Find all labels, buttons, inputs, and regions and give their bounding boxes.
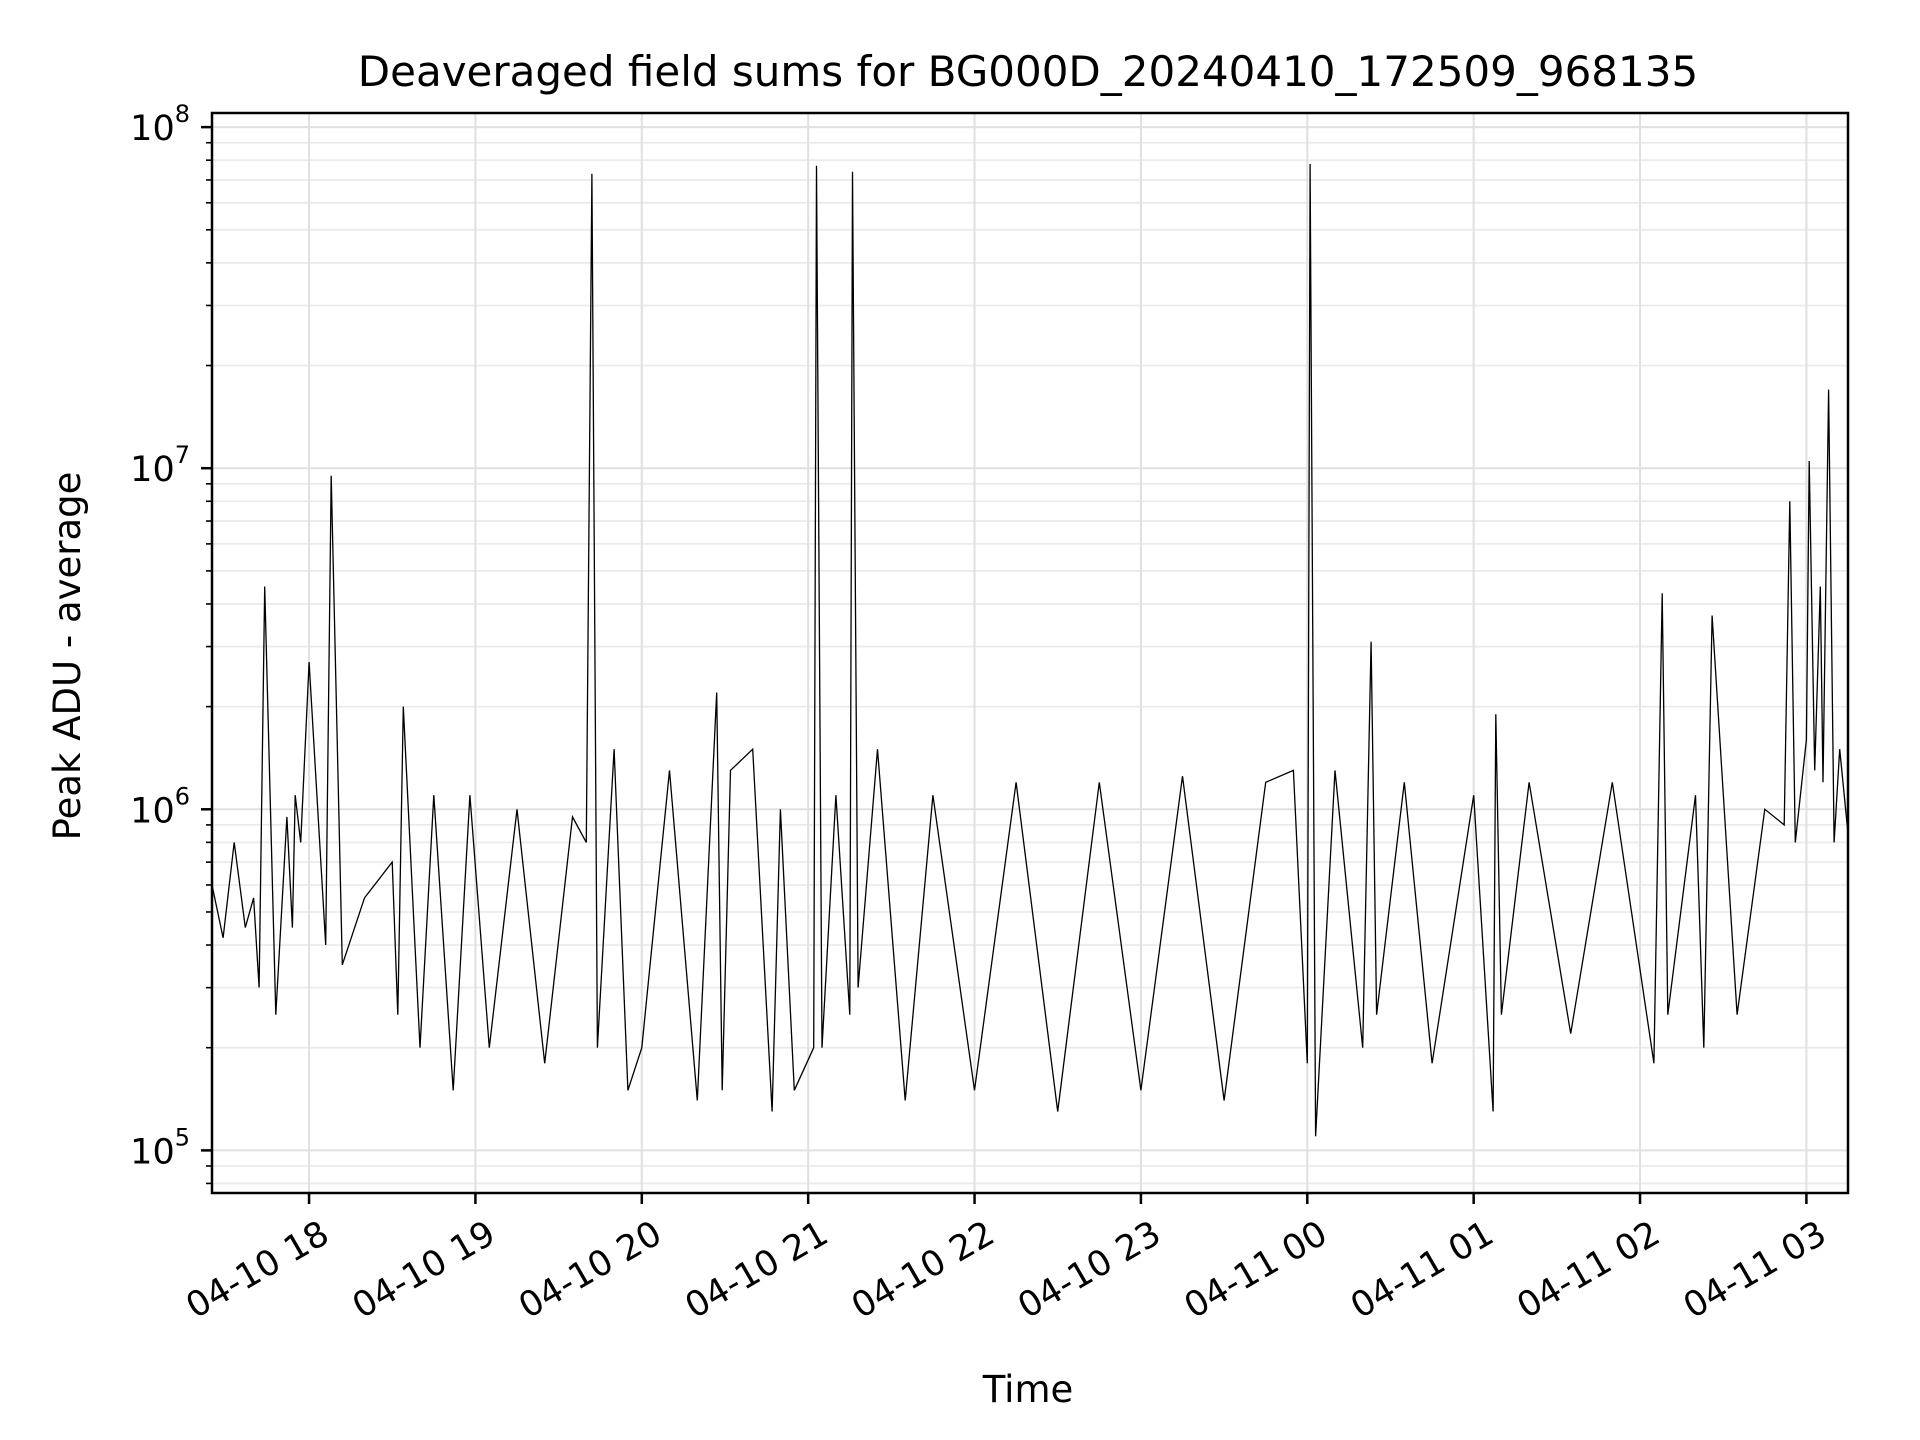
chart-title: Deaveraged field sums for BG000D_2024041… [358, 47, 1698, 96]
x-tick-label: 04-10 23 [1012, 1214, 1168, 1327]
x-tick-label: 04-10 18 [180, 1214, 336, 1327]
x-tick-label: 04-11 01 [1344, 1214, 1500, 1327]
series-line-0 [211, 163, 1849, 1137]
y-tick-label: 108 [130, 100, 190, 149]
x-tick-label: 04-10 21 [679, 1214, 835, 1327]
x-tick-label: 04-11 00 [1178, 1214, 1334, 1327]
y-tick-label: 105 [130, 1123, 190, 1172]
grid-layer [212, 113, 1848, 1193]
y-axis-label: Peak ADU - average [46, 472, 89, 841]
series-layer [211, 163, 1849, 1137]
y-tick-label: 107 [130, 441, 190, 490]
x-tick-label: 04-10 19 [346, 1214, 502, 1327]
x-tick-label: 04-11 02 [1511, 1214, 1667, 1327]
x-tick-label: 04-11 03 [1677, 1214, 1833, 1327]
plot-frame [210, 111, 1850, 1195]
x-tick-label: 04-10 22 [845, 1214, 1001, 1327]
x-axis-label: Time [982, 1368, 1074, 1411]
x-tick-label: 04-10 20 [512, 1214, 668, 1327]
y-tick-label: 106 [130, 782, 190, 831]
